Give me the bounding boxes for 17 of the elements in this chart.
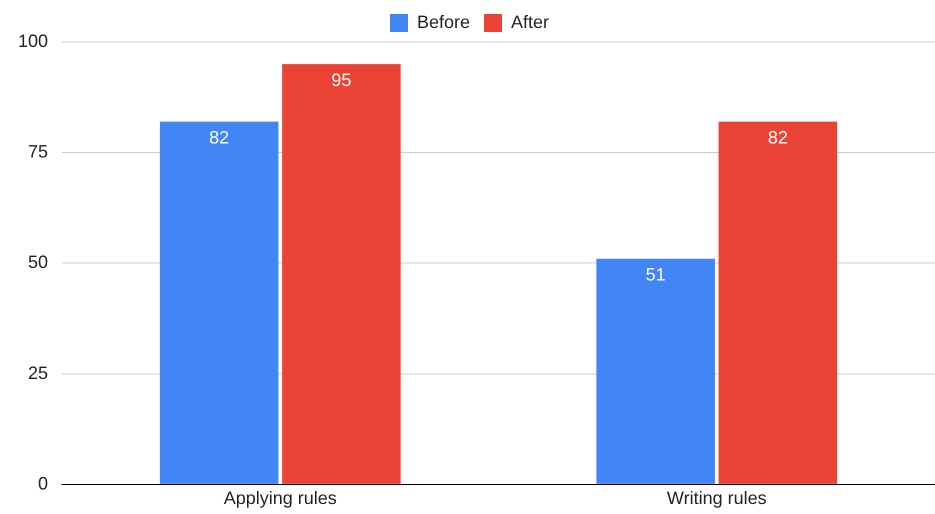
- x-tick-label: Applying rules: [224, 488, 337, 508]
- bar: [160, 122, 278, 484]
- y-tick-label: 25: [28, 362, 48, 383]
- bar: [718, 122, 838, 484]
- legend-label: After: [511, 12, 550, 32]
- y-tick-label: 50: [28, 252, 48, 272]
- y-tick-label: 75: [28, 142, 48, 162]
- data-label: 82: [209, 128, 230, 148]
- x-tick-label: Writing rules: [666, 488, 767, 508]
- bar: [596, 258, 715, 484]
- y-tick-label: 100: [18, 30, 48, 51]
- data-label: 82: [768, 128, 788, 148]
- y-tick-label: 0: [38, 473, 48, 494]
- legend-label: Before: [416, 12, 470, 32]
- data-label: 51: [646, 264, 666, 285]
- data-label: 95: [331, 70, 352, 90]
- bar: [282, 64, 401, 484]
